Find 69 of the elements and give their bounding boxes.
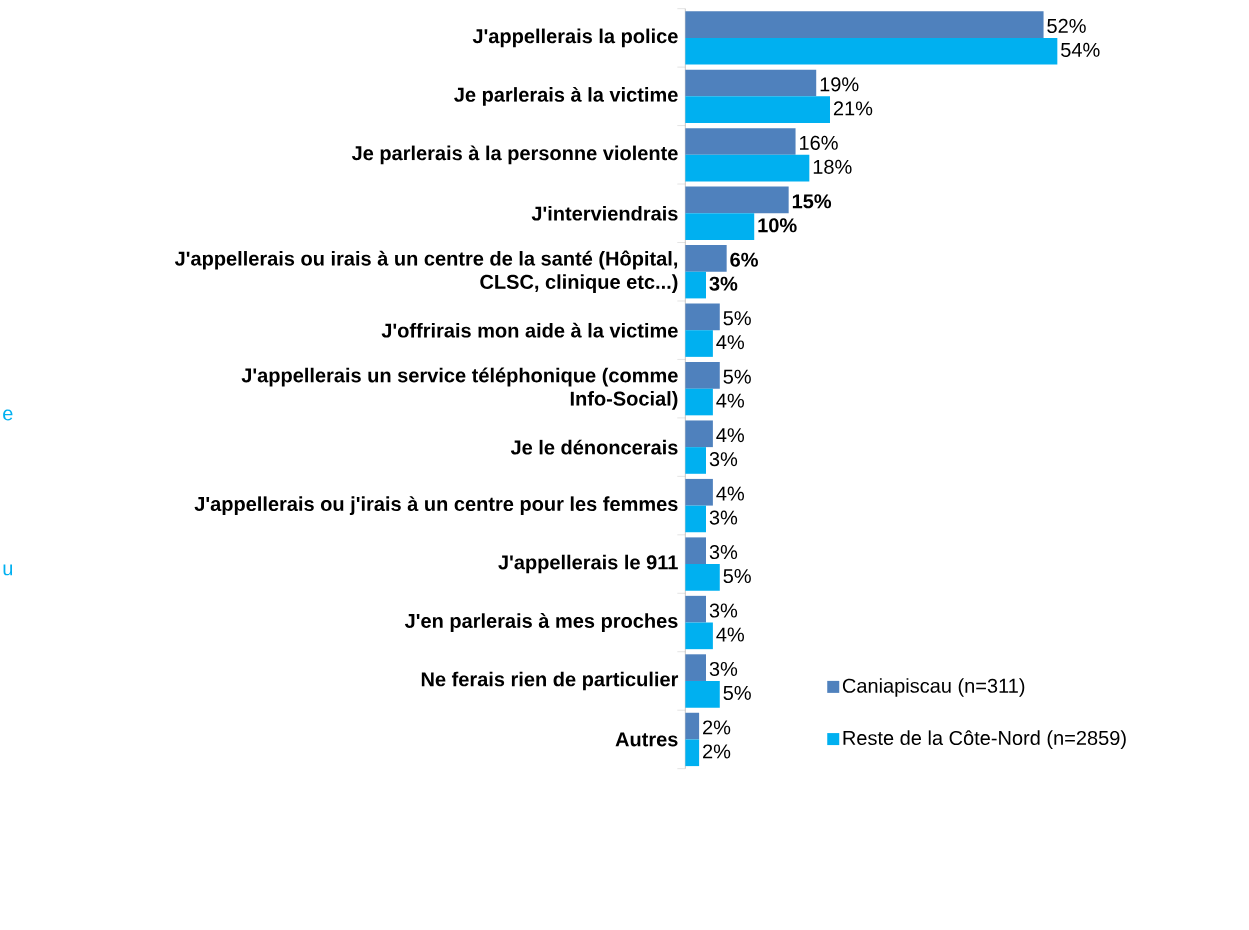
data-label: 3% — [709, 603, 738, 618]
bar — [685, 245, 727, 272]
bar — [685, 654, 706, 681]
legend-label: Reste de la Côte-Nord (n=2859) — [843, 730, 1126, 749]
bar — [685, 154, 810, 182]
bar — [685, 128, 796, 155]
y-tick-label: Je parlerais à la personne violente — [351, 145, 678, 165]
data-label: 4% — [716, 335, 745, 350]
data-label: 5% — [723, 311, 751, 326]
y-tick-label: J'offrirais mon aide à la victime — [381, 322, 678, 338]
text: e — [3, 409, 13, 421]
bar — [685, 11, 1044, 38]
data-label: 5% — [723, 369, 751, 384]
data-label: 15% — [792, 194, 832, 209]
data-label: 10% — [758, 218, 797, 233]
y-tick-label: J'appellerais ou j'irais à un centre pour les femmes — [194, 496, 678, 515]
bar — [685, 388, 713, 416]
y-tick-label: J'en parlerais à mes proches — [404, 613, 678, 632]
bar — [685, 680, 720, 708]
y-tick-label: Autres — [615, 732, 678, 747]
data-label: 3% — [709, 544, 738, 560]
legend-label: Caniapiscau (n=311) — [842, 678, 1025, 697]
bar — [685, 564, 720, 591]
y-tick-label: J'appellerais la police — [472, 28, 678, 48]
data-label: 6% — [730, 252, 758, 267]
bar — [685, 447, 706, 474]
bar — [685, 361, 720, 389]
bar — [685, 537, 706, 565]
data-label: 18% — [813, 159, 852, 174]
bar — [685, 505, 706, 533]
data-label: 3% — [709, 276, 738, 291]
y-tick-label: J'interviendrais — [531, 205, 678, 221]
data-label: 4% — [716, 627, 745, 642]
bar — [685, 478, 713, 506]
data-label: 3% — [709, 510, 738, 525]
y-tick-label: Je le dénoncerais — [510, 439, 678, 455]
data-label: 2% — [703, 720, 731, 735]
data-label: 5% — [723, 685, 751, 700]
bar — [685, 595, 706, 623]
data-label: 21% — [833, 101, 873, 116]
data-label: 5% — [723, 569, 751, 584]
y-tick-label: J'appellerais le 911 — [498, 554, 678, 574]
y-tick-label: Je parlerais à la victime — [454, 86, 678, 106]
bar — [685, 96, 830, 124]
data-label: 19% — [820, 77, 859, 92]
data-label: 2% — [703, 744, 731, 759]
data-label: 3% — [709, 661, 738, 677]
text: u — [3, 564, 13, 576]
data-label: 54% — [1061, 42, 1100, 57]
bar — [685, 330, 713, 357]
bar — [685, 37, 1058, 65]
bar — [685, 622, 713, 650]
bar — [685, 303, 720, 331]
y-tick-label: Ne ferais rien de particulier — [421, 671, 679, 691]
bar — [685, 420, 713, 448]
data-label: 16% — [800, 135, 838, 150]
data-label: 52% — [1047, 18, 1086, 33]
bar — [685, 271, 706, 299]
bar — [685, 712, 700, 740]
bar — [685, 739, 700, 767]
data-label: 3% — [709, 452, 738, 467]
bar — [685, 69, 817, 97]
data-label: 4% — [716, 393, 745, 408]
data-label: 4% — [716, 486, 745, 501]
y-tick-label: J'appellerais un service téléphonique (comme Info-Social) — [241, 367, 678, 410]
bar — [685, 186, 789, 214]
data-label: 4% — [716, 428, 745, 443]
y-tick-label: J'appellerais ou irais à un centre de la santé (Hôpital, CLSC, clinique etc...) — [174, 250, 678, 293]
bar — [685, 213, 755, 240]
